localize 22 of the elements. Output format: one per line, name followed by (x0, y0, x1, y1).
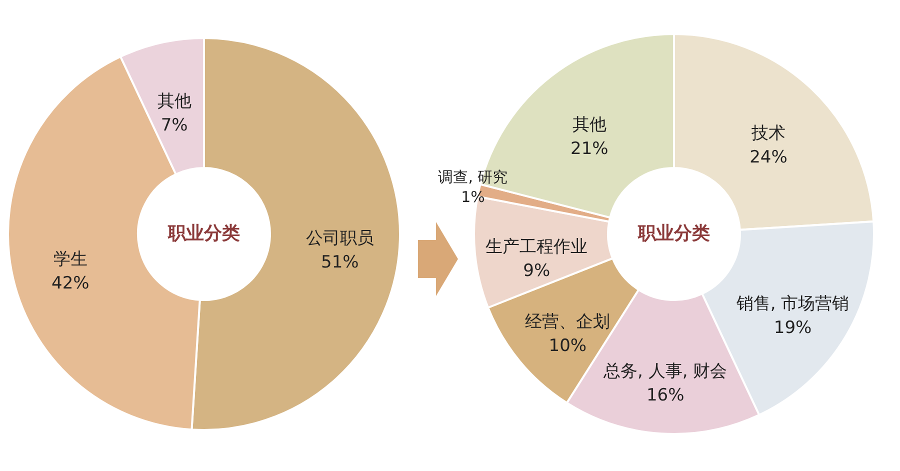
data-label: 21% (570, 138, 608, 159)
text: 职业分类 (637, 223, 710, 244)
slice-label: 生产工程作业 (486, 236, 588, 257)
data-label: 16% (646, 386, 684, 406)
slice-label: 公司职员 (306, 228, 374, 248)
data-label: 1% (461, 188, 485, 206)
slice-label: 技术 (750, 123, 786, 144)
slice-label: 经营、企划 (525, 312, 610, 332)
slice-label: 销售, 市场营销 (735, 294, 850, 314)
slice-label: 其他 (572, 114, 606, 135)
data-label: 42% (52, 273, 90, 294)
text: 职业分类 (167, 223, 240, 244)
data-label: 7% (160, 115, 188, 136)
slice-label: 学生 (53, 249, 88, 270)
slice-label: 调查, 研究 (438, 168, 508, 186)
data-label: 24% (750, 147, 788, 168)
slice-label: 总务, 人事, 财会 (602, 362, 728, 382)
data-label: 51% (321, 252, 359, 272)
data-label: 9% (523, 260, 550, 281)
data-label: 10% (548, 336, 587, 356)
slice-label: 其他 (157, 91, 192, 112)
data-label: 19% (774, 318, 812, 338)
